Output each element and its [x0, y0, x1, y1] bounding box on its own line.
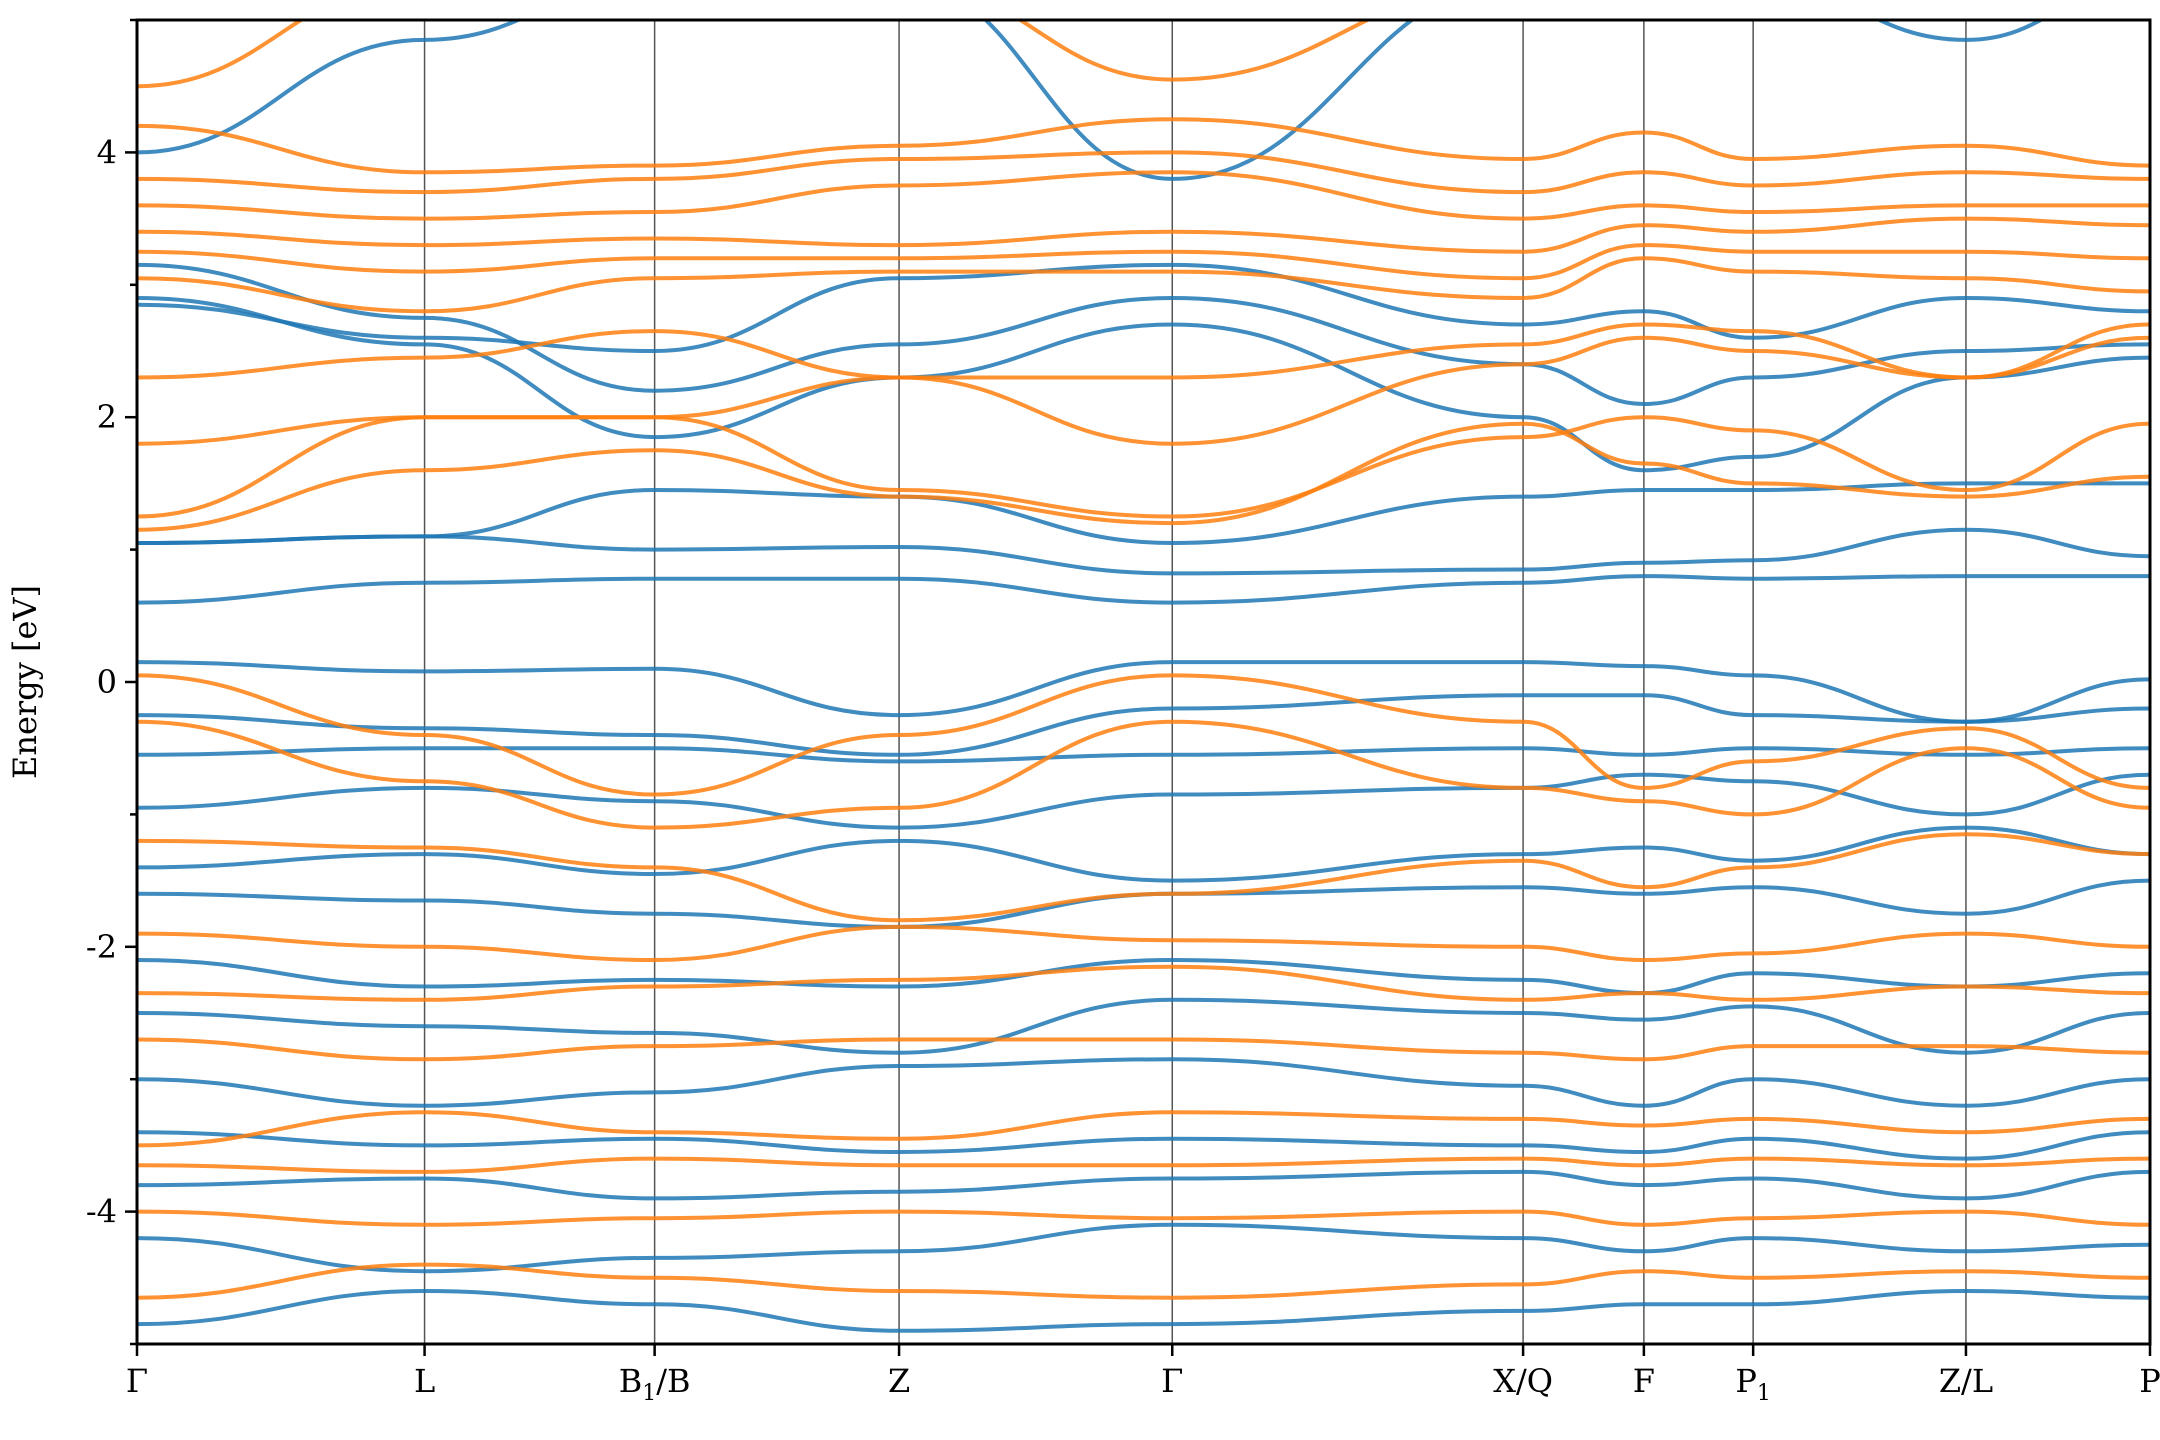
- band-spin_up-2: [137, 746, 2150, 764]
- band-spin_up-7: [137, 997, 2150, 1055]
- band-spin_up-3: [137, 772, 2150, 830]
- band-spin_down-23: [137, 924, 2150, 962]
- y-tick-label: 0: [97, 663, 117, 701]
- band-spin_down-31: [137, 415, 2150, 519]
- band-spin_up-19: [137, 20, 2045, 181]
- y-axis-label: Energy [eV]: [6, 585, 44, 779]
- x-tick-label: X/Q: [1493, 1362, 1553, 1400]
- x-tick-label: Γ: [1161, 1362, 1183, 1400]
- bands: [137, 20, 2150, 1333]
- band-spin_up-18: [137, 262, 2150, 353]
- x-tick-label: Γ: [126, 1362, 148, 1400]
- band-spin_down-24: [137, 964, 2150, 1002]
- band-spin_down-35: [137, 243, 2150, 281]
- x-tick-label: B1/B: [619, 1362, 691, 1406]
- band-spin_up-14: [137, 527, 2150, 576]
- y-axis: -4 -2 0 2 4: [86, 18, 137, 1346]
- band-spin_up-13: [137, 574, 2150, 605]
- band-spin_down-34: [137, 256, 2150, 314]
- x-axis: Γ L B1/B Z Γ X/Q F P1 Z/L P: [126, 1344, 2160, 1406]
- y-tick-label: -2: [86, 928, 117, 966]
- band-spin_up-10: [137, 1169, 2150, 1201]
- band-spin_down-37: [137, 170, 2150, 221]
- x-tick-label: F: [1633, 1362, 1655, 1400]
- band-spin_down-22: [137, 832, 2150, 923]
- band-spin_up-5: [137, 878, 2150, 929]
- band-spin_down-36: [137, 216, 2150, 254]
- band-spin_down-39: [137, 117, 2150, 175]
- band-spin_up-12: [137, 1289, 2150, 1333]
- y-tick-label: 2: [97, 398, 117, 436]
- x-tick-label: Z/L: [1939, 1362, 1993, 1400]
- band-spin_down-29: [137, 1262, 2150, 1300]
- y-tick-label: 4: [97, 133, 117, 171]
- kpath-lines: [423, 20, 1967, 1344]
- band-spin_down-32: [137, 335, 2150, 446]
- x-tick-label: P: [2139, 1362, 2160, 1400]
- y-tick-label: -4: [86, 1193, 117, 1231]
- band-spin_down-27: [137, 1156, 2150, 1174]
- band-spin_down-21: [137, 719, 2150, 830]
- x-tick-label: L: [414, 1362, 435, 1400]
- band-spin_down-26: [137, 1110, 2150, 1148]
- band-spin_down-28: [137, 1209, 2150, 1227]
- x-tick-label: P1: [1735, 1362, 1771, 1406]
- band-spin_up-1: [137, 693, 2150, 757]
- band-spin_up-6: [137, 958, 2150, 996]
- band-spin_up-9: [137, 1130, 2150, 1161]
- band-spin_down-40: [137, 20, 1372, 89]
- band-spin_up-4: [137, 825, 2150, 883]
- band-spin_down-30: [137, 421, 2150, 532]
- band-spin_down-33: [137, 322, 2150, 380]
- band-spin_up-0: [137, 660, 2150, 724]
- band-spin_down-38: [137, 150, 2150, 195]
- band-spin_up-17: [137, 262, 2150, 406]
- band-spin_up-16: [137, 296, 2150, 473]
- band-spin_down-20: [137, 673, 2150, 797]
- x-tick-label: Z: [888, 1362, 910, 1400]
- band-spin_down-25: [137, 1037, 2150, 1062]
- band-spin_up-15: [137, 481, 2150, 545]
- band-spin_up-8: [137, 1057, 2150, 1108]
